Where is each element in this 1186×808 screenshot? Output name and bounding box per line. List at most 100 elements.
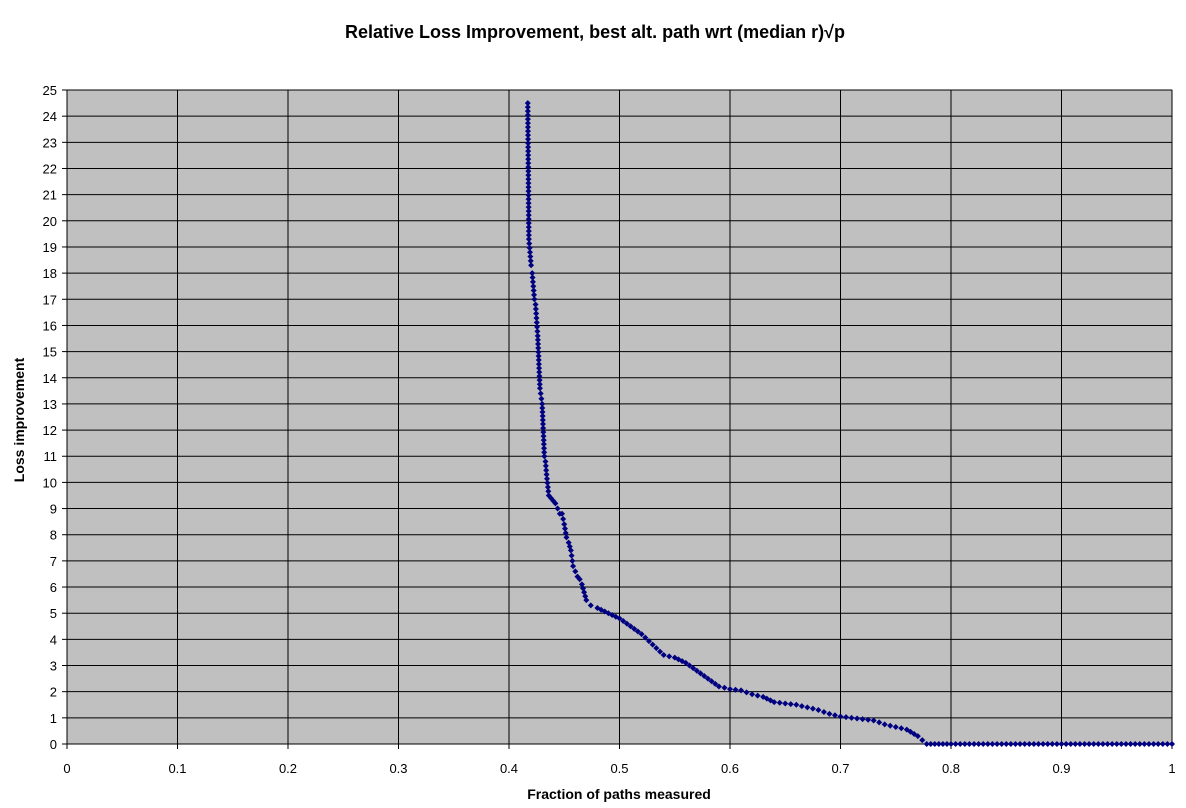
data-point — [952, 741, 959, 747]
data-point — [957, 741, 964, 747]
x-tick-label: 1 — [1168, 761, 1175, 776]
data-point — [1058, 741, 1065, 747]
data-point — [525, 144, 532, 151]
data-point — [1099, 741, 1106, 747]
data-point — [989, 741, 996, 747]
data-point — [525, 192, 532, 199]
data-point — [943, 741, 950, 747]
data-point — [525, 228, 532, 235]
data-point — [721, 684, 728, 691]
data-point — [536, 373, 543, 380]
data-point — [732, 686, 739, 693]
data-point — [743, 689, 750, 696]
data-point — [1095, 741, 1102, 747]
data-point — [1035, 741, 1042, 747]
data-point — [919, 737, 926, 744]
data-point — [715, 683, 722, 690]
data-point — [562, 529, 569, 536]
data-point — [1104, 741, 1111, 747]
x-tick-label: 0.9 — [1052, 761, 1070, 776]
data-point — [540, 433, 547, 440]
data-point — [544, 479, 551, 486]
data-point — [530, 283, 537, 290]
data-point — [525, 136, 532, 143]
data-point — [1076, 741, 1083, 747]
data-point — [540, 437, 547, 444]
data-point — [1164, 741, 1171, 747]
y-tick-label: 9 — [50, 502, 57, 517]
data-point — [826, 710, 833, 717]
data-point — [567, 547, 574, 554]
y-tick-label: 8 — [50, 528, 57, 543]
y-tick-label: 23 — [43, 135, 57, 150]
x-tick-label: 0.8 — [942, 761, 960, 776]
data-point — [1072, 741, 1079, 747]
data-point — [525, 212, 532, 219]
data-point — [1136, 741, 1143, 747]
data-point — [543, 471, 550, 478]
data-point — [948, 741, 954, 747]
data-point — [569, 557, 576, 564]
data-point — [524, 104, 531, 111]
data-point — [525, 200, 532, 207]
data-point — [1044, 741, 1051, 747]
data-point — [1021, 741, 1028, 747]
data-point — [525, 216, 532, 223]
data-point — [559, 510, 566, 517]
data-point — [535, 349, 542, 356]
data-point — [914, 733, 921, 740]
data-point — [657, 648, 664, 655]
data-point — [539, 408, 546, 415]
x-tick-label: 0.2 — [279, 761, 297, 776]
data-point — [544, 475, 551, 482]
data-point — [576, 576, 583, 583]
data-point — [848, 714, 855, 721]
data-point — [527, 257, 534, 264]
data-point — [831, 712, 838, 719]
data-point — [1145, 741, 1152, 747]
data-point — [1109, 741, 1116, 747]
data-point — [660, 652, 667, 659]
data-point — [535, 353, 542, 360]
data-point — [653, 645, 660, 652]
data-point — [536, 369, 543, 376]
data-point — [776, 699, 783, 706]
y-tick-label: 24 — [43, 109, 57, 124]
data-point — [627, 623, 634, 630]
data-point — [649, 641, 656, 648]
data-point — [870, 717, 877, 724]
data-point — [537, 390, 544, 397]
x-tick-label: 0.7 — [831, 761, 849, 776]
y-tick-label: 20 — [43, 214, 57, 229]
data-point — [693, 667, 700, 674]
data-point — [536, 365, 543, 372]
data-point — [923, 741, 930, 747]
data-point — [1081, 741, 1088, 747]
data-point — [536, 385, 543, 392]
y-tick-label: 7 — [50, 554, 57, 569]
data-point — [536, 381, 543, 388]
data-point — [616, 615, 623, 622]
data-point — [525, 184, 532, 191]
data-point — [587, 602, 594, 609]
data-point — [534, 323, 541, 330]
x-tick-label: 0 — [63, 761, 70, 776]
data-point — [1086, 741, 1093, 747]
data-point — [560, 516, 567, 523]
data-point — [804, 704, 811, 711]
data-point — [525, 188, 532, 195]
data-point — [527, 253, 534, 260]
data-point — [544, 484, 551, 491]
data-point — [787, 701, 794, 708]
data-point — [1118, 741, 1125, 747]
y-tick-label: 10 — [43, 475, 57, 490]
data-point — [793, 701, 800, 708]
y-tick-label: 14 — [43, 371, 57, 386]
data-point — [994, 741, 1001, 747]
y-tick-label: 17 — [43, 292, 57, 307]
data-point — [534, 332, 541, 339]
y-tick-label: 1 — [50, 711, 57, 726]
data-point — [535, 357, 542, 364]
data-point — [532, 305, 539, 312]
data-point — [815, 706, 822, 713]
